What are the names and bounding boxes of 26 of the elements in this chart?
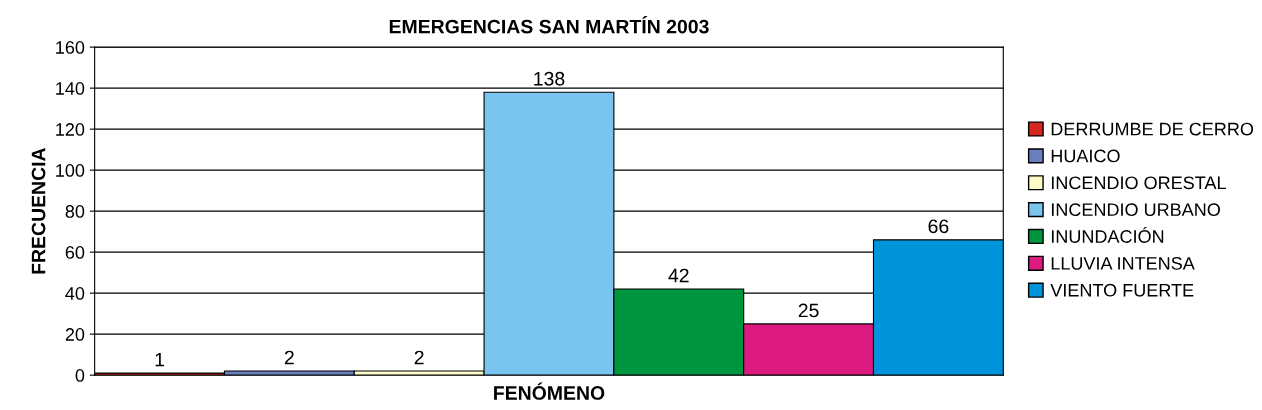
legend-label: INUNDACIÓN	[1051, 227, 1164, 243]
data-label: 138	[534, 71, 565, 86]
legend-label: LLUVIA INTENSA	[1051, 256, 1195, 270]
data-label: 2	[284, 350, 294, 365]
y-tick-label: 80	[65, 205, 85, 218]
data-label: 25	[798, 303, 819, 318]
data-label: 42	[668, 268, 689, 283]
y-axis-title: FRECUENCIA	[31, 147, 46, 274]
data-label: 2	[414, 350, 424, 365]
legend-label: INCENDIO ORESTAL	[1051, 176, 1226, 190]
legend-label: DERRUMBE DE CERRO	[1051, 122, 1254, 136]
data-label: 1	[155, 352, 165, 367]
legend-label: HUAICO	[1051, 149, 1120, 163]
y-tick-label: 100	[56, 164, 85, 177]
y-tick-label: 0	[75, 369, 85, 382]
y-tick-label: 20	[65, 328, 85, 341]
y-tick-label: 60	[65, 246, 85, 259]
y-tick-label: 160	[56, 41, 85, 54]
legend-label: INCENDIO URBANO	[1051, 203, 1220, 217]
y-tick-label: 120	[56, 123, 85, 136]
y-tick-label: 40	[65, 287, 85, 300]
chart-title: EMERGENCIAS SAN MARTÍN 2003	[389, 16, 709, 34]
x-axis-title: FENÓMENO	[494, 382, 605, 400]
y-tick-label: 140	[56, 82, 85, 95]
data-label: 66	[928, 219, 949, 234]
legend-label: VIENTO FUERTE	[1050, 283, 1194, 297]
